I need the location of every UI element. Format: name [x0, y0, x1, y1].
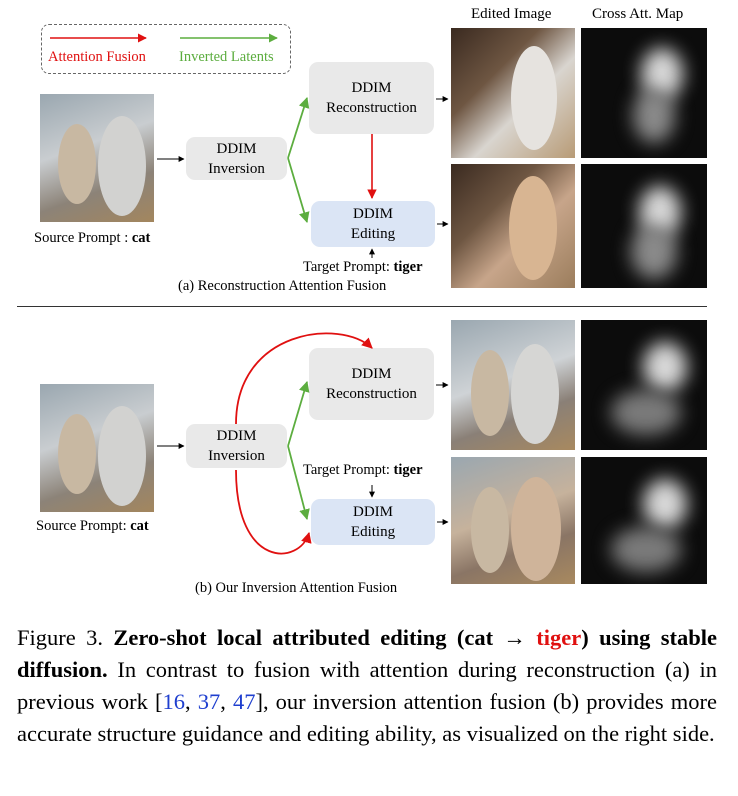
ddim-reconstruction-box-a: DDIM Reconstruction	[309, 62, 434, 134]
arrow-inversion-to-edit-attention-b	[235, 469, 312, 555]
legend-attention-fusion-label: Attention Fusion	[48, 49, 146, 65]
ddim-editing-box-b: DDIM Editing	[311, 499, 435, 545]
ddim-inversion-box-b: DDIM Inversion	[186, 424, 287, 468]
cross-att-map-reconstruction-a	[581, 28, 707, 158]
arrow-inversion-to-recon-a	[287, 96, 310, 159]
caption-text-part1: In contrast to fusion with attention dur…	[17, 657, 717, 714]
cross-att-map-editing-a	[581, 164, 707, 288]
ddim-reconstruction-box-b: DDIM Reconstruction	[309, 348, 434, 420]
header-edited-image: Edited Image	[471, 6, 552, 22]
edited-image-reconstruction-b	[451, 320, 575, 450]
legend-box	[41, 24, 291, 74]
arrow-inversion-to-recon-b	[287, 380, 310, 447]
caption-figure-label: Figure 3.	[17, 625, 114, 650]
arrow-inversion-to-edit-b	[287, 445, 310, 521]
arrow-inversion-to-recon-attention-b	[235, 332, 373, 425]
ddim-inversion-line2-b: Inversion	[208, 448, 265, 464]
target-prompt-b: Target Prompt: tiger	[303, 462, 423, 478]
edited-image-reconstruction-a	[451, 28, 575, 158]
source-cat-image-b	[40, 384, 154, 512]
figure-caption: Figure 3. Zero-shot local attributed edi…	[17, 622, 717, 750]
ddim-inversion-line1-a: DDIM	[216, 140, 257, 157]
ddim-editing-line2-b: Editing	[350, 524, 396, 540]
ddim-editing-box-a: DDIM Editing	[311, 201, 435, 247]
legend-inverted-latents-label: Inverted Latents	[179, 49, 274, 65]
ddim-reconstruction-line2-b: Reconstruction	[326, 386, 417, 402]
caption-bold-part1: Zero-shot local attributed editing (cat …	[113, 625, 537, 650]
ddim-editing-line1-a: DDIM	[353, 206, 393, 222]
ddim-reconstruction-line2-a: Reconstruction	[326, 100, 417, 116]
caption-text-part2: ], our inversion attention fusion (b) pr…	[17, 689, 718, 746]
ddim-inversion-box-a: DDIM Inversion	[186, 137, 287, 180]
citation-47[interactable]: 47	[232, 689, 256, 714]
arrow-inversion-to-edit-a	[287, 157, 310, 224]
edited-image-editing-b	[451, 457, 575, 584]
ddim-editing-line2-a: Editing	[350, 226, 396, 242]
source-prompt-a: Source Prompt : cat	[34, 230, 151, 246]
ddim-reconstruction-line1-a: DDIM	[351, 80, 392, 96]
ddim-inversion-line1-b: DDIM	[216, 428, 257, 444]
caption-sep1: ,	[184, 689, 198, 714]
subtitle-a: (a) Reconstruction Attention Fusion	[178, 278, 387, 294]
citation-37[interactable]: 37	[197, 689, 221, 714]
cross-att-map-editing-b	[581, 457, 707, 584]
citation-16[interactable]: 16	[162, 689, 185, 714]
cross-att-map-reconstruction-b	[581, 320, 707, 450]
subtitle-b: (b) Our Inversion Attention Fusion	[195, 580, 398, 596]
ddim-inversion-line2-a: Inversion	[208, 160, 265, 177]
panel-separator	[17, 306, 707, 307]
caption-bold-part2: ) using stable diffusion.	[17, 625, 718, 682]
source-prompt-b: Source Prompt: cat	[36, 518, 149, 534]
edited-image-editing-a	[451, 164, 575, 288]
ddim-editing-line1-b: DDIM	[353, 504, 393, 520]
source-cat-image-a	[40, 94, 154, 222]
header-cross-att-map: Cross Att. Map	[592, 6, 684, 22]
ddim-reconstruction-line1-b: DDIM	[351, 366, 392, 382]
caption-sep2: ,	[220, 689, 233, 714]
caption-bold-tiger: tiger	[536, 625, 582, 650]
target-prompt-a: Target Prompt: tiger	[303, 259, 423, 275]
